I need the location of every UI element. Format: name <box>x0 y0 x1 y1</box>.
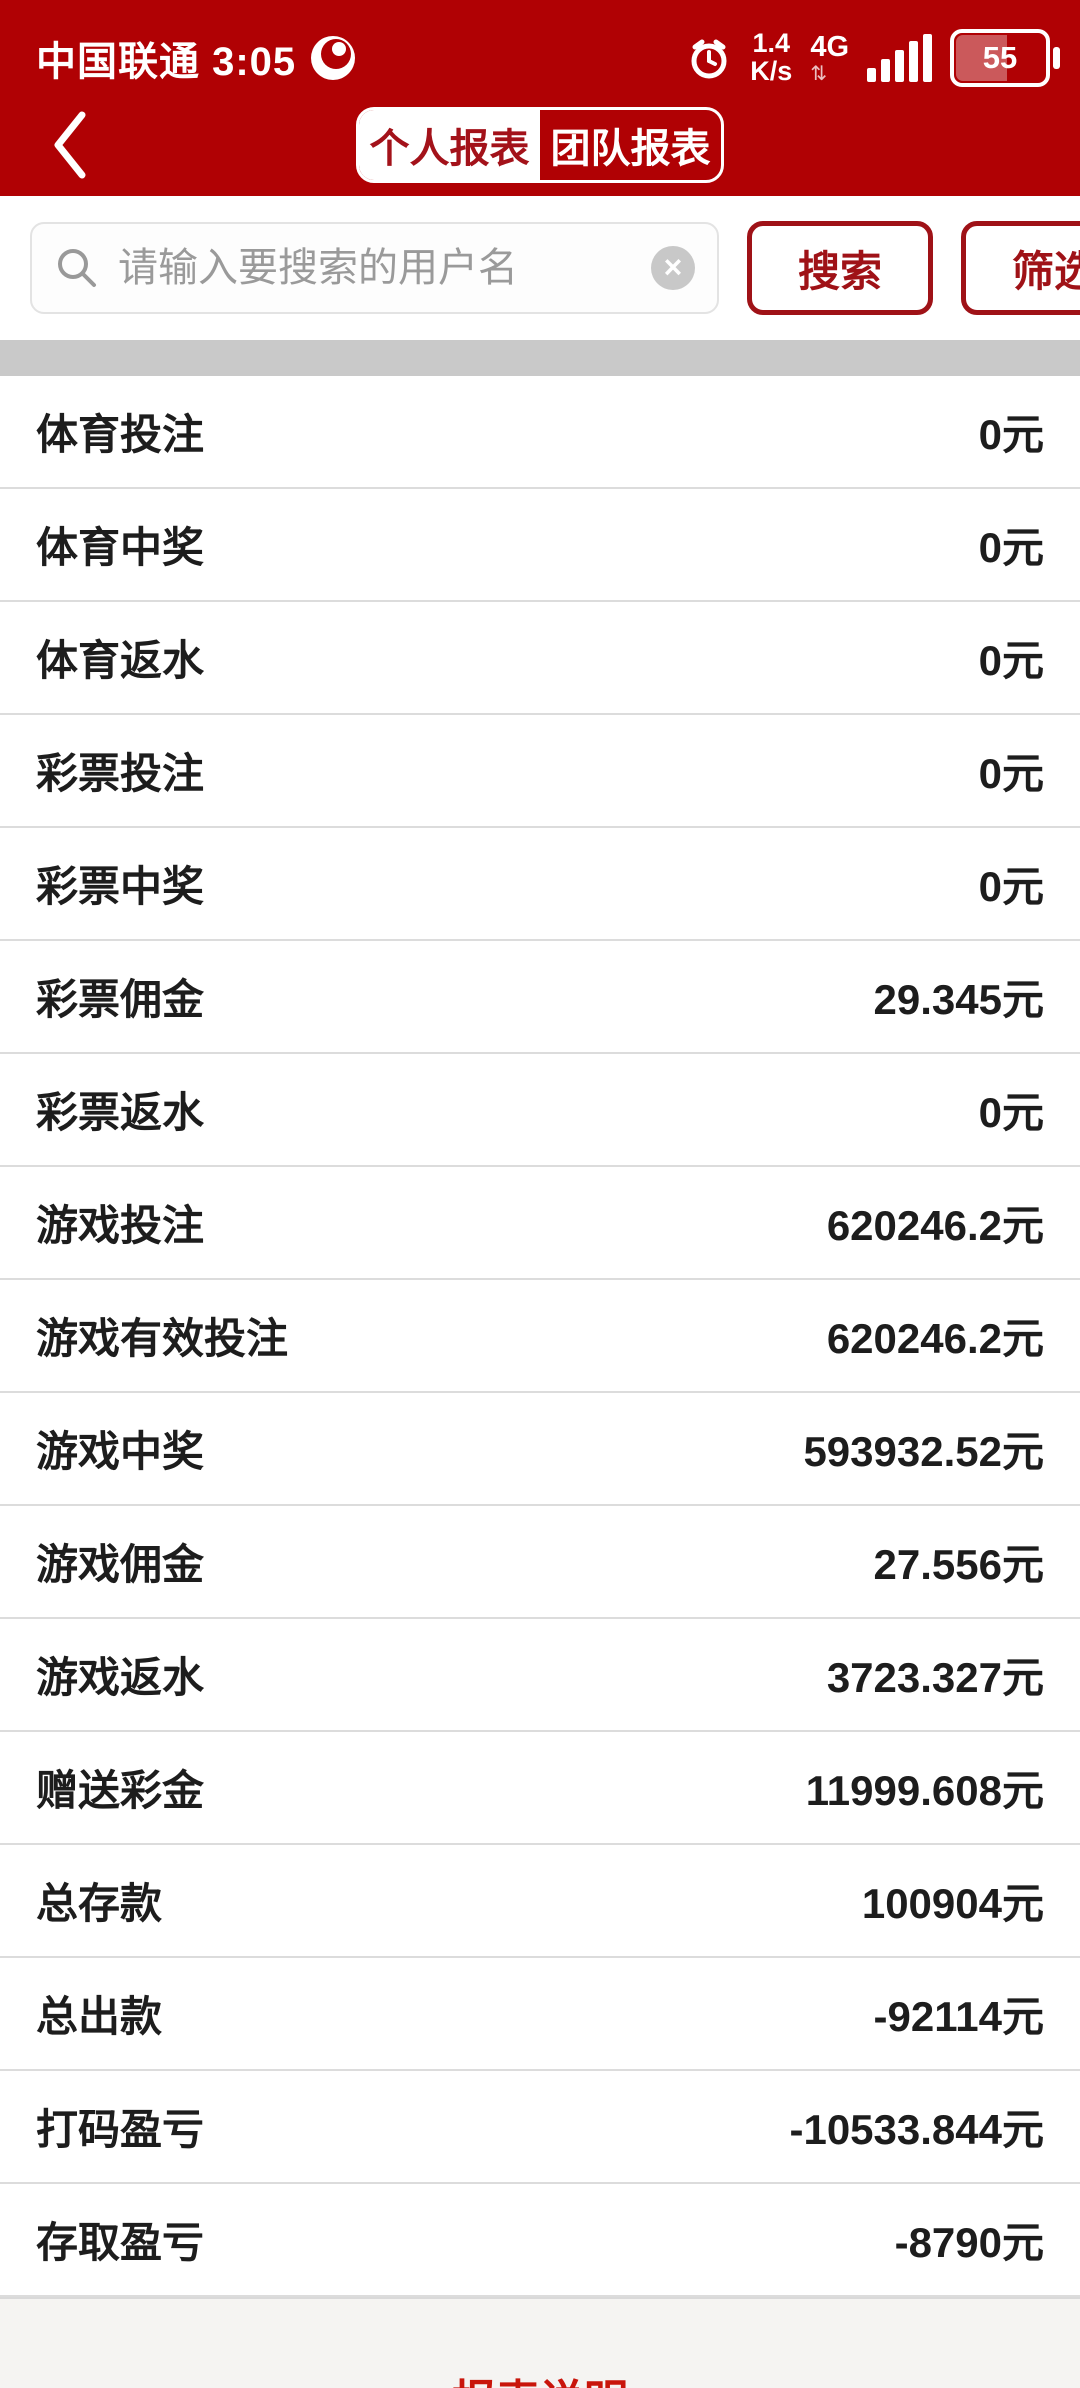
row-value: 0元 <box>978 863 1044 910</box>
carrier-and-time: 中国联通 3:05 <box>36 40 297 84</box>
row-label: 游戏投注 <box>36 1202 205 1249</box>
row-label: 存取盈亏 <box>36 2219 205 2266</box>
report-row: 体育返水 0元 <box>0 602 1080 715</box>
row-label: 打码盈亏 <box>36 2106 205 2153</box>
row-label: 赠送彩金 <box>36 1767 205 1814</box>
row-label: 游戏中奖 <box>36 1428 205 1475</box>
report-tabs: 个人报表 团队报表 <box>356 107 724 183</box>
back-button[interactable] <box>40 100 100 190</box>
report-description-link[interactable]: 报表说明 <box>452 2365 628 2388</box>
row-value: 620246.2元 <box>826 1202 1044 1249</box>
row-value: 11999.608元 <box>805 1767 1044 1814</box>
battery-nub <box>1053 47 1060 69</box>
row-label: 总出款 <box>36 1993 163 2040</box>
search-section: × 搜索 筛选 <box>0 196 1080 340</box>
row-value: 29.345元 <box>873 976 1044 1023</box>
network-speed-unit: K/s <box>750 56 793 86</box>
report-row: 游戏投注 620246.2元 <box>0 1167 1080 1280</box>
nav-bar: 个人报表 团队报表 <box>0 94 1080 196</box>
report-list: 体育投注 0元 体育中奖 0元 体育返水 0元 彩票投注 0元 彩票中奖 0元 … <box>0 376 1080 2297</box>
network-type: 4G ⇅ <box>810 30 849 85</box>
row-value: -92114元 <box>873 1993 1044 2040</box>
alarm-icon <box>691 39 727 79</box>
status-bar: 中国联通 3:05 1.4 K/s 4G ⇅ <box>0 0 1080 94</box>
report-row: 游戏佣金 27.556元 <box>0 1506 1080 1619</box>
filter-button[interactable]: 筛选 <box>961 221 1080 315</box>
report-row: 总出款 -92114元 <box>0 1958 1080 2071</box>
battery-percent: 55 <box>982 40 1018 75</box>
report-row: 赠送彩金 11999.608元 <box>0 1732 1080 1845</box>
battery-icon: 55 <box>950 29 1060 87</box>
row-value: 100904元 <box>861 1880 1044 1927</box>
report-row: 游戏返水 3723.327元 <box>0 1619 1080 1732</box>
row-label: 游戏佣金 <box>36 1541 205 1588</box>
report-row: 体育投注 0元 <box>0 376 1080 489</box>
report-row: 打码盈亏 -10533.844元 <box>0 2071 1080 2184</box>
row-label: 游戏返水 <box>36 1654 205 1701</box>
clear-input-icon[interactable]: × <box>651 246 695 290</box>
row-value: 0元 <box>978 750 1044 797</box>
report-row: 体育中奖 0元 <box>0 489 1080 602</box>
row-label: 彩票投注 <box>36 750 205 797</box>
search-input[interactable] <box>116 244 635 292</box>
network-speed-value: 1.4 <box>752 28 791 59</box>
search-box[interactable]: × <box>30 222 719 314</box>
row-label: 体育返水 <box>36 637 205 684</box>
network-speed: 1.4 K/s <box>750 30 792 85</box>
report-row: 存取盈亏 -8790元 <box>0 2184 1080 2297</box>
section-divider-strip <box>0 340 1080 376</box>
search-button[interactable]: 搜索 <box>747 221 933 315</box>
report-row: 总存款 100904元 <box>0 1845 1080 1958</box>
row-label: 彩票返水 <box>36 1089 205 1136</box>
row-value: 0元 <box>978 524 1044 571</box>
row-value: 27.556元 <box>873 1541 1044 1588</box>
row-value: -8790元 <box>894 2219 1044 2266</box>
row-label: 彩票中奖 <box>36 863 205 910</box>
row-value: 3723.327元 <box>826 1654 1044 1701</box>
report-row: 游戏中奖 593932.52元 <box>0 1393 1080 1506</box>
tab-personal-report[interactable]: 个人报表 <box>359 110 540 180</box>
battery-fill <box>956 35 1007 81</box>
row-value: 0元 <box>978 411 1044 458</box>
search-icon <box>58 249 96 287</box>
notification-app-icon <box>311 36 356 80</box>
row-label: 体育中奖 <box>36 524 205 571</box>
report-row: 彩票返水 0元 <box>0 1054 1080 1167</box>
signal-strength-icon <box>867 34 932 82</box>
row-value: 593932.52元 <box>803 1428 1044 1475</box>
report-row: 彩票中奖 0元 <box>0 828 1080 941</box>
row-label: 体育投注 <box>36 411 205 458</box>
row-value: 0元 <box>978 1089 1044 1136</box>
row-label: 彩票佣金 <box>36 976 205 1023</box>
report-row: 彩票投注 0元 <box>0 715 1080 828</box>
network-type-label: 4G <box>810 30 849 63</box>
row-label: 游戏有效投注 <box>36 1315 289 1362</box>
network-arrows-icon: ⇅ <box>810 62 828 85</box>
tab-team-report[interactable]: 团队报表 <box>550 127 711 171</box>
row-value: -10533.844元 <box>789 2106 1044 2153</box>
report-row: 游戏有效投注 620246.2元 <box>0 1280 1080 1393</box>
row-label: 总存款 <box>36 1880 163 1927</box>
back-chevron-icon <box>54 111 86 179</box>
report-row: 彩票佣金 29.345元 <box>0 941 1080 1054</box>
row-value: 0元 <box>978 637 1044 684</box>
row-value: 620246.2元 <box>826 1315 1044 1362</box>
footer: 报表说明 <box>0 2297 1080 2388</box>
